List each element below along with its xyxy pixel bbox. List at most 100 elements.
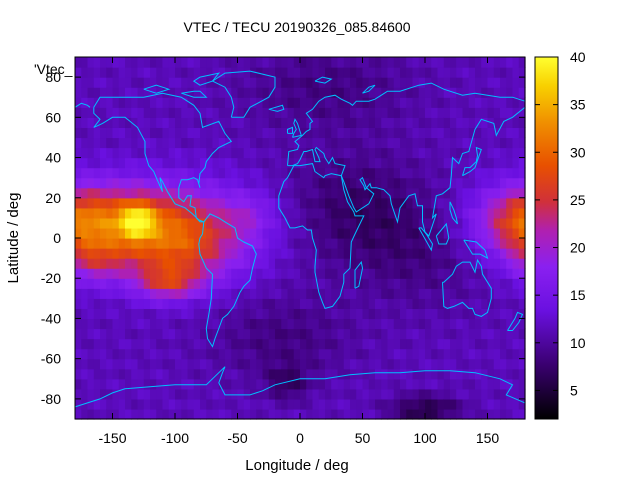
heatmap-cell <box>143 348 151 360</box>
heatmap-cell <box>218 97 226 108</box>
heatmap-cell <box>231 57 239 68</box>
heatmap-cell <box>381 227 389 239</box>
heatmap-cell <box>193 398 201 410</box>
heatmap-cell <box>400 278 407 289</box>
heatmap-cell <box>137 388 145 400</box>
heatmap-cell <box>518 197 526 209</box>
heatmap-cell <box>331 177 339 189</box>
heatmap-cell <box>243 117 251 128</box>
heatmap-cell <box>175 77 182 88</box>
heatmap-cell <box>462 328 470 340</box>
heatmap-cell <box>368 167 376 179</box>
heatmap-cell <box>175 227 182 239</box>
heatmap-cell <box>468 157 476 169</box>
heatmap-cell <box>456 87 464 98</box>
heatmap-cell <box>137 368 145 380</box>
heatmap-cell <box>93 227 101 239</box>
heatmap-cell <box>262 378 270 390</box>
y-tick-label: 0 <box>53 230 61 246</box>
heatmap-cell <box>93 258 101 269</box>
heatmap-cell <box>212 238 220 249</box>
heatmap-cell <box>175 258 182 269</box>
heatmap-cell <box>137 197 145 209</box>
heatmap-cell <box>225 388 232 400</box>
heatmap-cell <box>218 147 226 159</box>
heatmap-cell <box>293 137 301 149</box>
heatmap-cell <box>412 127 420 139</box>
heatmap-cell <box>262 147 270 159</box>
heatmap-cell <box>437 177 445 189</box>
heatmap-cell <box>150 308 157 320</box>
heatmap-cell <box>212 278 220 289</box>
heatmap-cell <box>268 338 276 350</box>
heatmap-cell <box>487 328 495 340</box>
heatmap-cell <box>137 137 145 149</box>
heatmap-cell <box>150 378 157 390</box>
heatmap-cell <box>337 358 345 370</box>
heatmap-cell <box>362 117 370 128</box>
heatmap-cell <box>237 217 245 229</box>
heatmap-cell <box>468 258 476 269</box>
heatmap-cell <box>175 248 182 259</box>
heatmap-cell <box>300 227 307 239</box>
heatmap-cell <box>375 137 382 149</box>
heatmap-cell <box>481 268 489 279</box>
heatmap-cell <box>518 107 526 118</box>
heatmap-cell <box>93 318 101 330</box>
heatmap-cell <box>256 298 264 309</box>
heatmap-cell <box>200 67 207 78</box>
heatmap-cell <box>450 268 457 279</box>
heatmap-cell <box>487 97 495 108</box>
heatmap-cell <box>500 408 507 420</box>
heatmap-cell <box>206 338 214 350</box>
heatmap-cell <box>381 318 389 330</box>
heatmap-cell <box>393 227 401 239</box>
heatmap-cell <box>437 227 445 239</box>
heatmap-cell <box>125 167 132 179</box>
heatmap-cell <box>293 278 301 289</box>
heatmap-cell <box>450 318 457 330</box>
heatmap-cell <box>456 57 464 68</box>
heatmap-cell <box>150 147 157 159</box>
heatmap-cell <box>506 298 514 309</box>
heatmap-cell <box>393 167 401 179</box>
heatmap-cell <box>100 328 107 340</box>
heatmap-cell <box>362 167 370 179</box>
heatmap-cell <box>293 238 301 249</box>
heatmap-cell <box>350 388 357 400</box>
heatmap-cell <box>206 107 214 118</box>
heatmap-cell <box>518 288 526 299</box>
heatmap-cell <box>275 298 282 309</box>
heatmap-cell <box>181 97 189 108</box>
heatmap-cell <box>418 348 426 360</box>
heatmap-cell <box>243 348 251 360</box>
heatmap-cell <box>87 167 95 179</box>
heatmap-cell <box>312 227 320 239</box>
heatmap-cell <box>256 117 264 128</box>
heatmap-cell <box>456 328 464 340</box>
heatmap-cell <box>225 157 232 169</box>
heatmap-cell <box>512 338 520 350</box>
y-tick-label: 20 <box>45 190 61 206</box>
heatmap-cell <box>156 177 164 189</box>
heatmap-cell <box>287 127 295 139</box>
heatmap-cell <box>175 378 182 390</box>
heatmap-cell <box>462 358 470 370</box>
heatmap-cell <box>262 197 270 209</box>
heatmap-cell <box>506 308 514 320</box>
heatmap-cell <box>425 147 432 159</box>
heatmap-cell <box>168 87 176 98</box>
heatmap-cell <box>425 57 432 68</box>
heatmap-cell <box>231 258 239 269</box>
heatmap-cell <box>337 398 345 410</box>
heatmap-cell <box>431 408 439 420</box>
heatmap-cell <box>87 388 95 400</box>
heatmap-cell <box>237 87 245 98</box>
heatmap-cell <box>431 217 439 229</box>
heatmap-cell <box>375 177 382 189</box>
heatmap-cell <box>112 298 120 309</box>
heatmap-cell <box>175 278 182 289</box>
heatmap-cell <box>293 157 301 169</box>
heatmap-cell <box>137 268 145 279</box>
heatmap-cell <box>150 268 157 279</box>
